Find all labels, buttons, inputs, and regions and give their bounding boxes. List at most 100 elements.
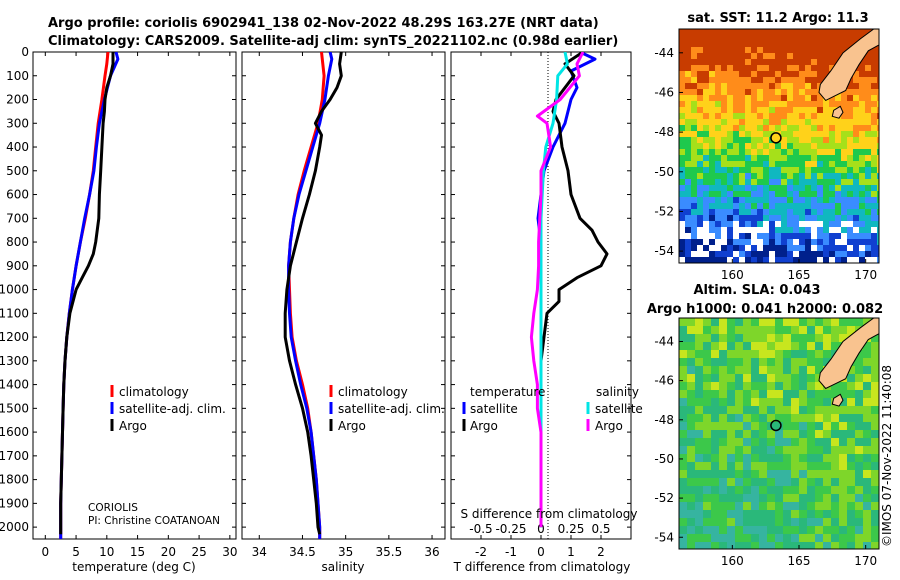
map-cell — [759, 326, 767, 334]
x-tick-label: 36 — [424, 545, 439, 559]
map-cell — [791, 390, 799, 398]
map-cell — [709, 227, 715, 233]
map-cell — [835, 101, 841, 107]
map-cell — [775, 203, 781, 209]
map-cell — [769, 35, 775, 41]
map-cell — [769, 143, 775, 149]
map-cell — [709, 65, 715, 71]
map-cell — [697, 191, 703, 197]
map-cell — [733, 191, 739, 197]
map-cell — [815, 406, 823, 414]
map-cell — [719, 526, 727, 534]
map-cell — [751, 462, 759, 470]
map-cell — [791, 542, 799, 549]
map-cell — [859, 131, 865, 137]
map-cell — [799, 227, 805, 233]
map-cell — [799, 167, 805, 173]
map-cell — [757, 179, 763, 185]
x-tick-label: -1 — [505, 545, 517, 559]
map-cell — [791, 510, 799, 518]
map-cell — [807, 358, 815, 366]
map-cell — [823, 173, 829, 179]
map-cell — [769, 173, 775, 179]
map-cell — [859, 89, 865, 95]
map-cell — [855, 542, 863, 549]
map-cell — [835, 203, 841, 209]
map-cell — [775, 542, 783, 549]
map-cell — [823, 502, 831, 510]
map-cell — [769, 47, 775, 53]
map-cell — [855, 502, 863, 510]
map-cell — [711, 406, 719, 414]
map-cell — [829, 209, 835, 215]
map-cell — [877, 71, 879, 77]
map-cell — [739, 101, 745, 107]
map-cell — [721, 89, 727, 95]
map-cell — [863, 462, 871, 470]
map-cell — [847, 197, 853, 203]
map-cell — [733, 131, 739, 137]
map-cell — [727, 29, 733, 35]
map-cell — [687, 358, 695, 366]
map-cell — [831, 462, 839, 470]
map-cell — [835, 119, 841, 125]
map-cell — [791, 422, 799, 430]
map-cell — [823, 233, 829, 239]
map-cell — [871, 101, 877, 107]
map-cell — [767, 334, 775, 342]
map-cell — [697, 215, 703, 221]
map-cell — [831, 518, 839, 526]
map-cell — [703, 239, 709, 245]
map-cell — [769, 257, 775, 263]
map-cell — [799, 430, 807, 438]
map-cell — [715, 83, 721, 89]
x-tick-label: 35 — [338, 545, 353, 559]
map-cell — [831, 494, 839, 502]
map-cell — [711, 526, 719, 534]
map-cell — [715, 221, 721, 227]
map-cell — [783, 478, 791, 486]
map-cell — [831, 406, 839, 414]
map-cell — [709, 29, 715, 35]
map-cell — [703, 209, 709, 215]
map-cell — [703, 534, 711, 542]
map-cell — [847, 41, 853, 47]
x-tick-label: -2 — [475, 545, 487, 559]
map-cell — [775, 65, 781, 71]
map-cell — [719, 470, 727, 478]
map-cell — [787, 161, 793, 167]
map-cell — [817, 41, 823, 47]
map-cell — [799, 486, 807, 494]
map-cell — [703, 125, 709, 131]
map-cell — [743, 398, 751, 406]
map-cell — [735, 542, 743, 549]
map-cell — [783, 502, 791, 510]
map-cell — [791, 470, 799, 478]
map-cell — [715, 119, 721, 125]
map-cell — [799, 191, 805, 197]
map-cell — [865, 197, 871, 203]
map-cell — [751, 77, 757, 83]
map-cell — [859, 209, 865, 215]
map-cell — [697, 185, 703, 191]
map-cell — [763, 215, 769, 221]
map-cell — [823, 119, 829, 125]
map-cell — [735, 534, 743, 542]
map-cell — [775, 83, 781, 89]
map-cell — [685, 239, 691, 245]
map-cell — [807, 318, 815, 326]
map-cell — [727, 358, 735, 366]
map-cell — [697, 41, 703, 47]
map-cell — [817, 143, 823, 149]
map-cell — [739, 161, 745, 167]
map-cell — [775, 47, 781, 53]
map-cell — [793, 95, 799, 101]
map-cell — [711, 390, 719, 398]
map-cell — [691, 239, 697, 245]
map-cell — [839, 398, 847, 406]
map-cell — [847, 502, 855, 510]
map-cell — [847, 478, 855, 486]
map-cell — [685, 65, 691, 71]
map-cell — [793, 257, 799, 263]
map-cell — [863, 454, 871, 462]
